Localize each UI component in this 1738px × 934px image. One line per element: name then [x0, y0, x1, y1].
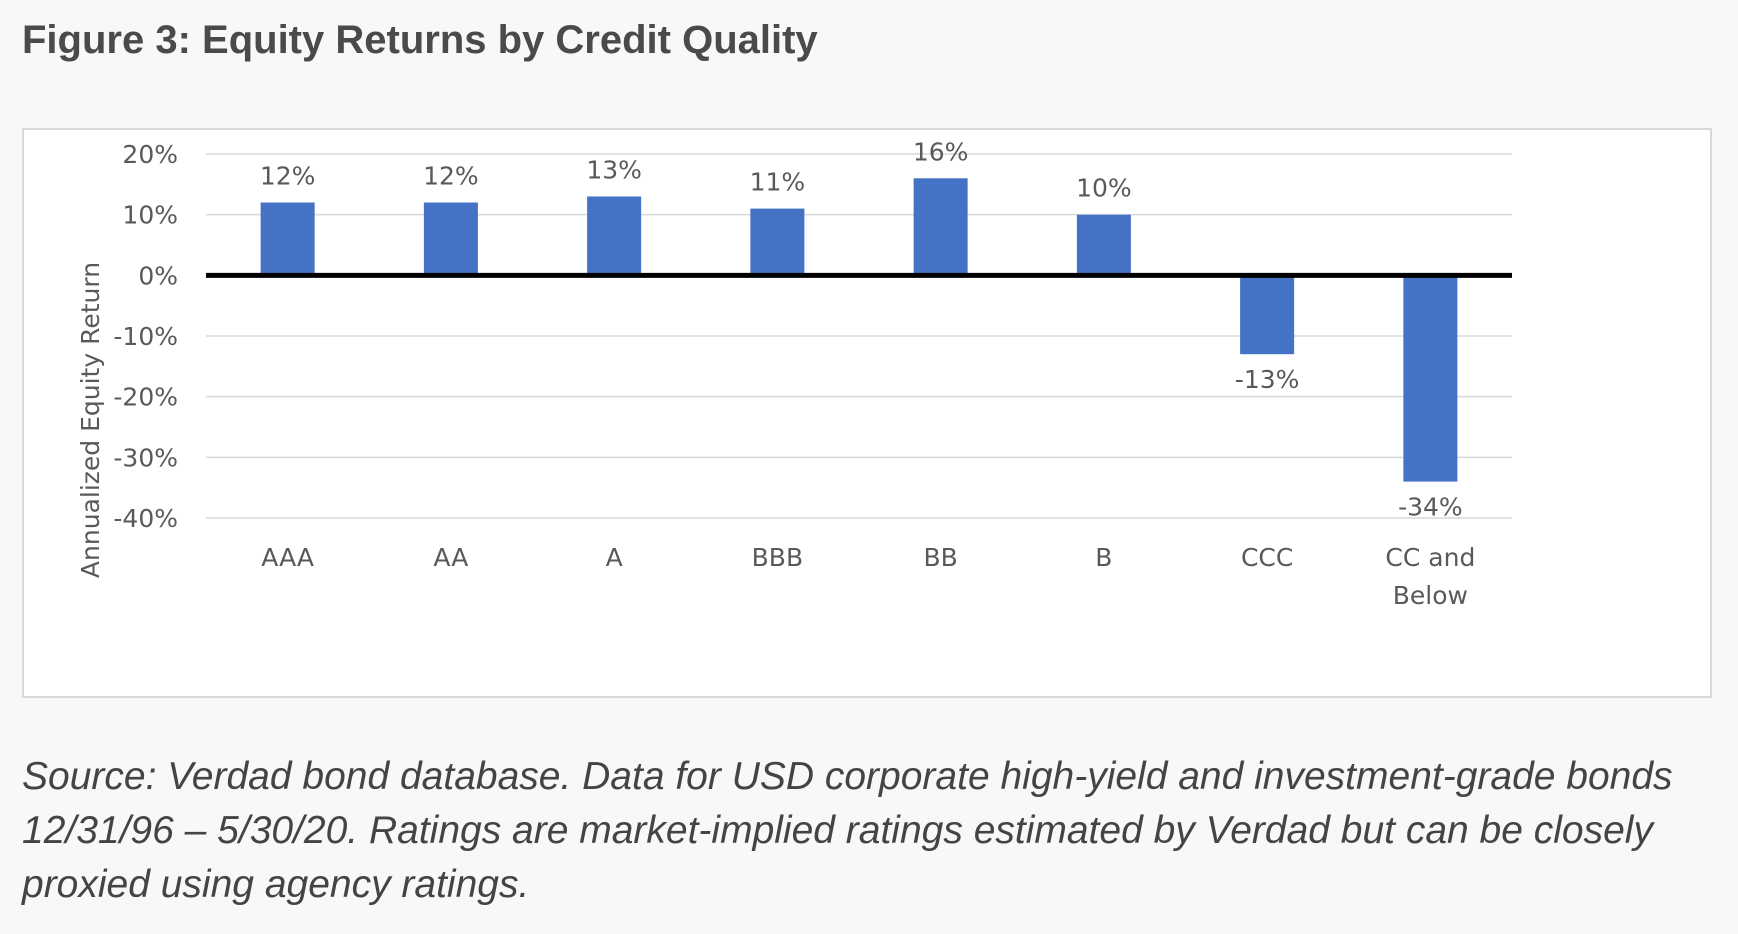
y-tick-label: -20%	[113, 383, 178, 412]
y-tick-label: -40%	[113, 504, 178, 533]
x-axis-categories: AAA AA A BBB BB B CCC CC and Below	[261, 543, 1475, 610]
bars	[260, 178, 1458, 482]
data-label: 10%	[1076, 174, 1132, 203]
x-category-label: CC and Below	[1385, 543, 1475, 610]
y-tick-label: -10%	[113, 322, 178, 351]
bar-cc-and-below	[1403, 275, 1458, 482]
x-category-label: BBB	[752, 543, 803, 572]
chart-frame: 20% 10% 0% -10% -20% -30% -40% AAA AA A BBB BB B CCC…	[22, 128, 1712, 698]
data-labels: 12% 12% 13% 11% 16% 10% -13% -34%	[260, 137, 1463, 521]
bar-bb	[913, 178, 968, 276]
y-axis-ticks: 20% 10% 0% -10% -20% -30% -40%	[113, 140, 178, 533]
bar-a	[587, 196, 642, 276]
y-tick-label: 20%	[122, 140, 178, 169]
x-category-label: B	[1095, 543, 1112, 572]
bar-b	[1076, 214, 1131, 276]
x-category-label: AA	[433, 543, 468, 572]
bar-aaa	[260, 202, 315, 276]
y-tick-label: -30%	[113, 443, 178, 472]
data-label: 12%	[423, 162, 479, 191]
figure-caption: Source: Verdad bond database. Data for U…	[22, 755, 1673, 906]
data-label: 11%	[750, 168, 806, 197]
data-label: 16%	[913, 137, 969, 166]
data-label: 13%	[586, 155, 642, 184]
bar-chart: 20%10%0%-10%-20%-30%-40% AAA AA A BBB BB B CCC…	[76, 137, 1512, 610]
x-category-label: BB	[923, 543, 957, 572]
bar-aa	[423, 202, 478, 276]
x-category-label: CCC	[1241, 543, 1293, 572]
gridlines	[206, 153, 1512, 519]
y-tick-label: 0%	[138, 261, 178, 290]
figure-title: Figure 3: Equity Returns by Credit Quali…	[22, 18, 818, 62]
x-category-label: A	[606, 543, 623, 572]
bar-ccc	[1240, 275, 1295, 355]
bar-bbb	[750, 208, 805, 276]
x-category-label: AAA	[261, 543, 314, 572]
y-axis-title: Annualized Equity Return	[76, 262, 105, 578]
data-label: 12%	[260, 162, 316, 191]
data-label: -34%	[1398, 493, 1463, 522]
y-tick-label: 10%	[122, 201, 178, 230]
data-label: -13%	[1235, 365, 1300, 394]
